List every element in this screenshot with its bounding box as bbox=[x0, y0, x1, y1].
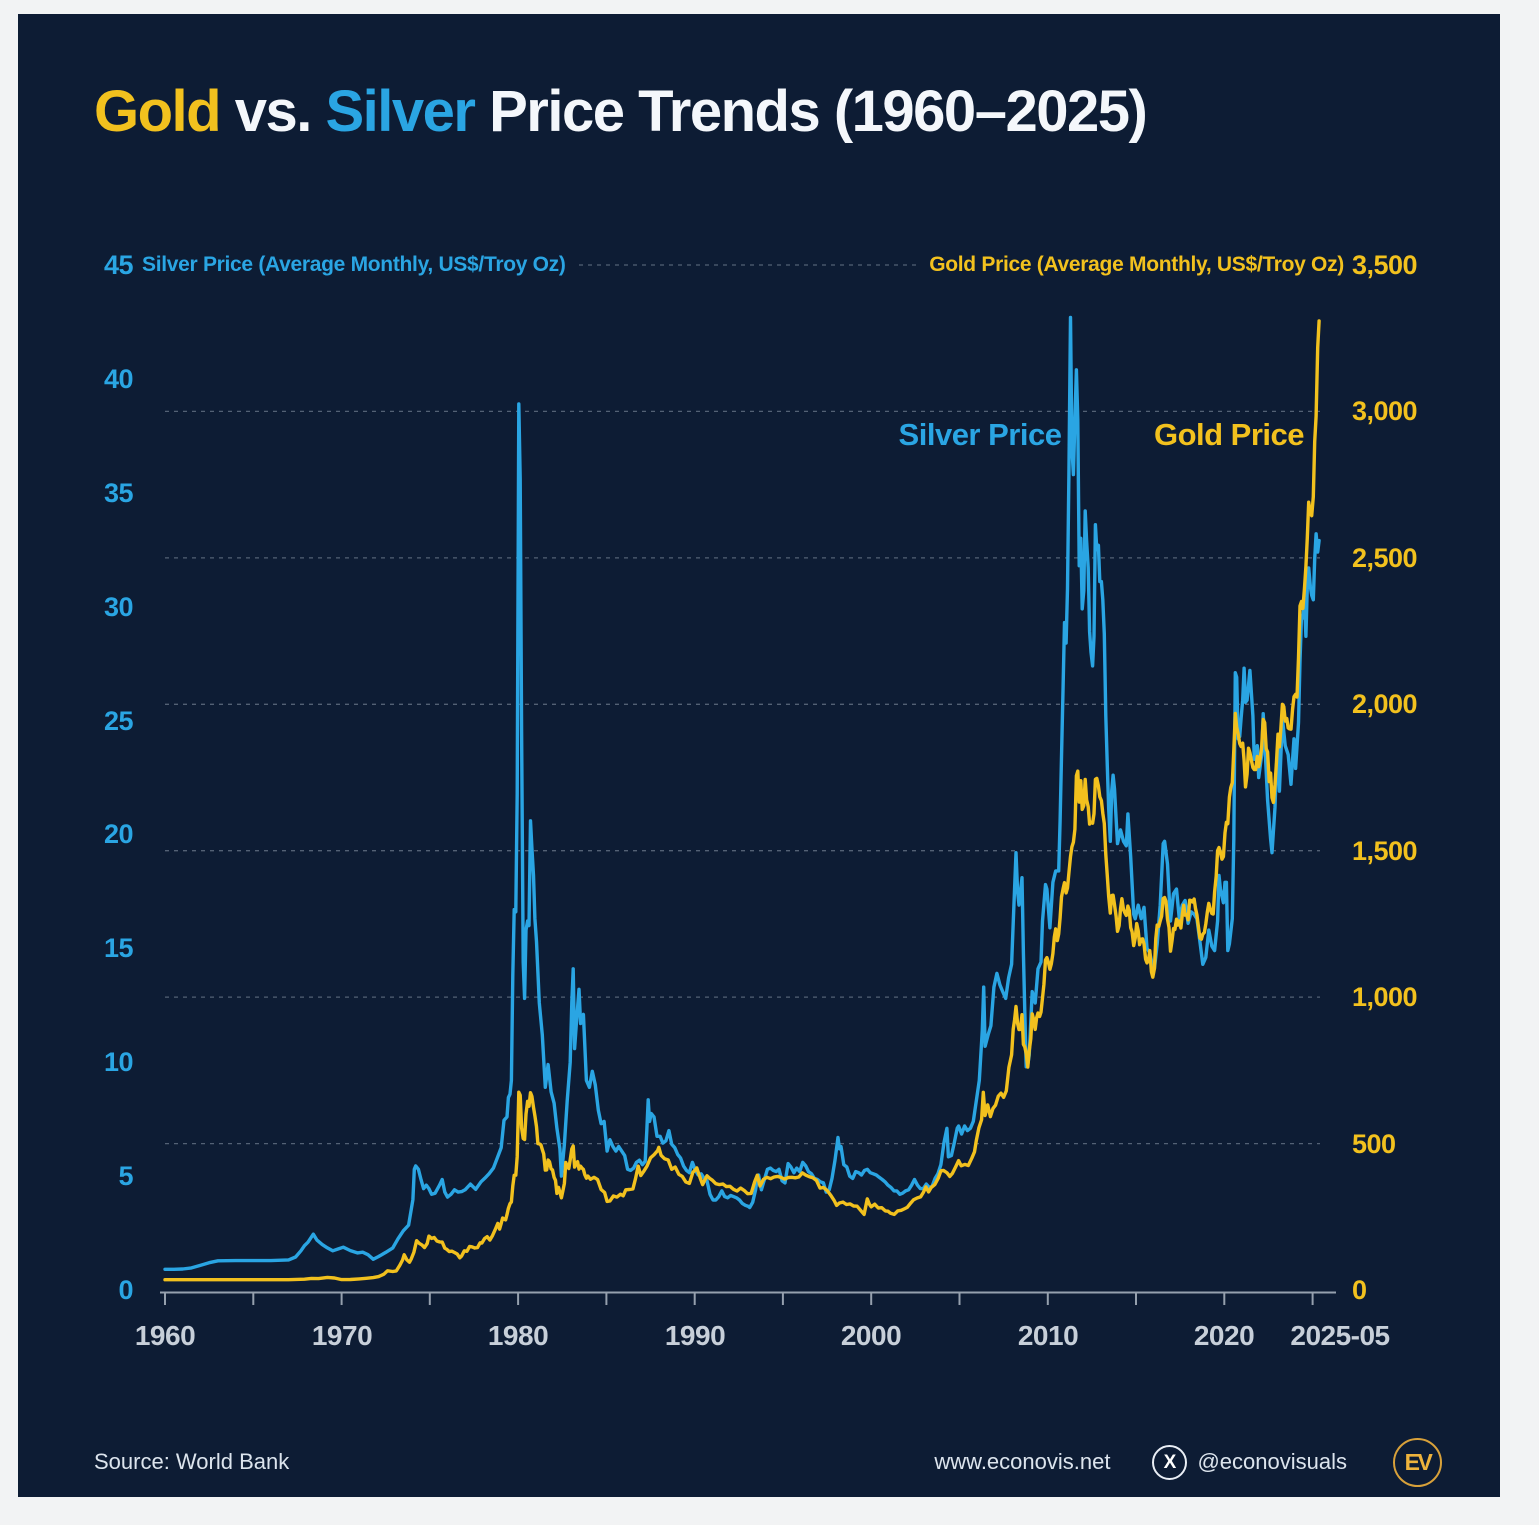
footer-branding: www.econovis.net X @econovisuals EV bbox=[934, 1437, 1442, 1487]
legend-gold-price: Gold Price bbox=[1153, 417, 1305, 452]
right-axis-title: Gold Price (Average Monthly, US$/Troy Oz… bbox=[917, 250, 1344, 280]
y-axis-left-tick-15: 15 bbox=[103, 933, 134, 963]
website-link[interactable]: www.econovis.net bbox=[934, 1449, 1111, 1474]
y-axis-right-tick-0: 0 bbox=[1352, 1275, 1367, 1305]
x-social-icon[interactable]: X bbox=[1152, 1444, 1188, 1480]
source-label: Source: World Bank bbox=[94, 1449, 290, 1474]
y-axis-left-tick-5: 5 bbox=[118, 1161, 133, 1191]
title-word-silver: Silver bbox=[325, 79, 476, 144]
y-axis-left-tick-0: 0 bbox=[118, 1275, 133, 1305]
y-axis-right-tick-3500: 3,500 bbox=[1352, 250, 1418, 280]
y-axis-right-tick-500: 500 bbox=[1352, 1129, 1396, 1159]
page-title: Gold vs. Silver Price Trends (1960–2025) bbox=[94, 78, 1148, 145]
left-axis-title: Silver Price (Average Monthly, US$/Troy … bbox=[142, 250, 578, 280]
title-word-gold: Gold bbox=[94, 79, 222, 144]
y-axis-right-tick-2000: 2,000 bbox=[1352, 689, 1418, 719]
y-axis-right-tick-2500: 2,500 bbox=[1352, 543, 1418, 573]
econovisuals-logo-icon: EV bbox=[1393, 1437, 1442, 1487]
title-rest: Price Trends (1960–2025) bbox=[474, 79, 1148, 144]
y-axis-left-tick-10: 10 bbox=[103, 1047, 134, 1077]
y-axis-left-tick-45: 45 bbox=[103, 250, 134, 280]
y-axis-right-tick-1000: 1,000 bbox=[1352, 982, 1418, 1012]
footer: Source: World Bank www.econovis.net X @e… bbox=[94, 1432, 1442, 1492]
legend-silver-price: Silver Price bbox=[898, 417, 1062, 452]
x-axis-tick-2025-05: 2025-05 bbox=[1290, 1320, 1390, 1351]
y-axis-left-tick-30: 30 bbox=[103, 592, 134, 622]
gold-silver-line-chart bbox=[160, 264, 1336, 1305]
x-axis-tick-1980: 1980 bbox=[487, 1320, 549, 1351]
y-axis-left-tick-25: 25 bbox=[103, 706, 134, 736]
chart-card: Gold vs. Silver Price Trends (1960–2025)… bbox=[18, 14, 1500, 1497]
y-axis-right-tick-3000: 3,000 bbox=[1352, 396, 1418, 426]
series-line-gold bbox=[163, 319, 1321, 1282]
x-axis-tick-2000: 2000 bbox=[840, 1320, 902, 1351]
x-axis-tick-1970: 1970 bbox=[311, 1320, 373, 1351]
x-axis-tick-1960: 1960 bbox=[134, 1320, 196, 1351]
x-glyph: X bbox=[1163, 1451, 1177, 1473]
x-handle-link[interactable]: @econovisuals bbox=[1197, 1449, 1347, 1474]
title-word-vs: vs. bbox=[220, 79, 326, 144]
y-axis-left-tick-40: 40 bbox=[103, 364, 134, 394]
x-axis-tick-1990: 1990 bbox=[664, 1320, 726, 1351]
x-axis-tick-2010: 2010 bbox=[1017, 1320, 1079, 1351]
y-axis-left-tick-35: 35 bbox=[103, 478, 134, 508]
series-line-silver-blue bbox=[163, 315, 1321, 1272]
y-axis-left-tick-20: 20 bbox=[103, 819, 134, 849]
y-axis-right-tick-1500: 1,500 bbox=[1352, 836, 1418, 866]
x-axis-tick-2020: 2020 bbox=[1193, 1320, 1255, 1351]
